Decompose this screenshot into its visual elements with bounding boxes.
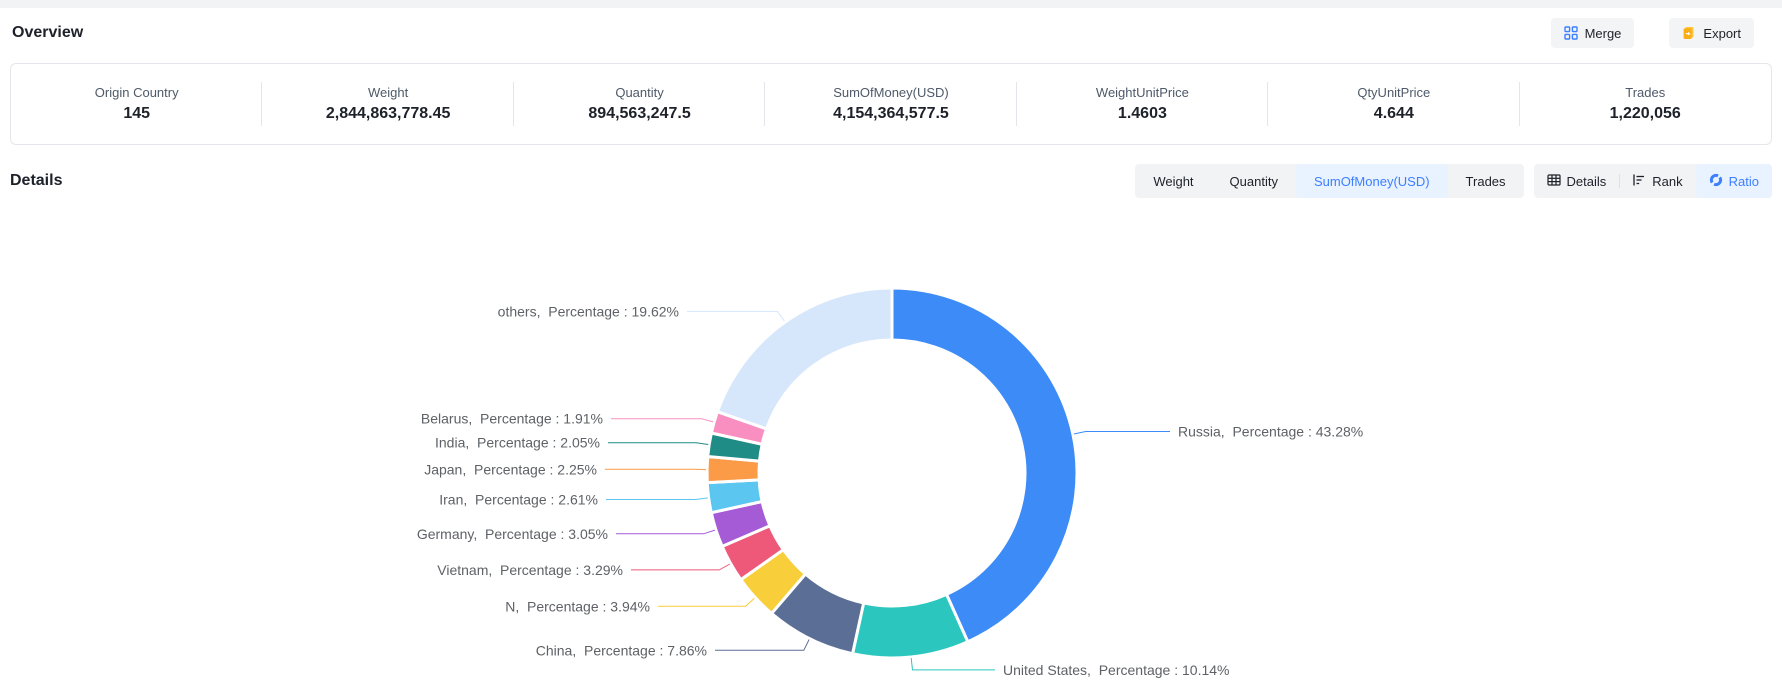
- export-button-label: Export: [1703, 26, 1741, 41]
- ratio-icon: [1709, 173, 1723, 190]
- pie-label-line-germany: [616, 530, 715, 534]
- top-strip: [0, 0, 1782, 8]
- pie-label-line-russia: [1074, 432, 1170, 435]
- pie-label-japan: Japan, Percentage : 2.25%: [424, 461, 597, 477]
- metric-tab-group: Weight Quantity SumOfMoney(USD) Trades: [1135, 164, 1523, 198]
- pie-label-line-iran: [606, 498, 708, 500]
- pie-label-line-india: [608, 443, 708, 445]
- stat-label: QtyUnitPrice: [1357, 85, 1430, 100]
- pie-label-line-others: [687, 311, 785, 321]
- overview-stats-card: Origin Country 145 Weight 2,844,863,778.…: [10, 63, 1772, 145]
- pie-label-line-n: [658, 598, 754, 606]
- ratio-chart-area: Russia, Percentage : 43.28% United States…: [0, 206, 1782, 689]
- merge-icon: [1564, 26, 1578, 40]
- stat-value: 2,844,863,778.45: [326, 105, 451, 123]
- stat-value: 4.644: [1374, 105, 1414, 123]
- pie-label-others: others, Percentage : 19.62%: [498, 303, 679, 319]
- stat-label: SumOfMoney(USD): [833, 85, 949, 100]
- page-title: Overview: [12, 24, 83, 42]
- stat-value: 4,154,364,577.5: [833, 105, 949, 123]
- tab-rank-label: Rank: [1652, 174, 1682, 189]
- details-toolbar: Details Weight Quantity SumOfMoney(USD) …: [10, 164, 1772, 198]
- pie-label-china: China, Percentage : 7.86%: [536, 642, 707, 658]
- pie-label-line-vietnam: [631, 564, 730, 570]
- pie-label-iran: Iran, Percentage : 2.61%: [439, 492, 598, 508]
- stat-value: 894,563,247.5: [588, 105, 690, 123]
- stat-value: 145: [123, 105, 150, 123]
- pie-label-germany: Germany, Percentage : 3.05%: [417, 526, 608, 542]
- view-tab-group: Details Rank Ratio: [1534, 164, 1772, 198]
- rank-icon: [1632, 173, 1646, 190]
- donut-chart: Russia, Percentage : 43.28% United States…: [0, 206, 1782, 689]
- stat-origin-country: Origin Country 145: [11, 64, 262, 144]
- tab-quantity[interactable]: Quantity: [1212, 164, 1296, 198]
- header-actions: Merge Export: [1551, 18, 1754, 48]
- stat-label: WeightUnitPrice: [1096, 85, 1189, 100]
- pie-label-line-china: [715, 640, 809, 651]
- pie-label-vietnam: Vietnam, Percentage : 3.29%: [437, 562, 623, 578]
- merge-button-label: Merge: [1585, 26, 1622, 41]
- pie-label-russia: Russia, Percentage : 43.28%: [1178, 424, 1363, 440]
- pie-label-line-belarus: [611, 419, 713, 422]
- pie-slice-united-states[interactable]: [853, 594, 968, 658]
- merge-button[interactable]: Merge: [1551, 18, 1635, 48]
- export-button[interactable]: Export: [1669, 18, 1754, 48]
- stat-quantity: Quantity 894,563,247.5: [514, 64, 765, 144]
- pie-label-india: India, Percentage : 2.05%: [435, 435, 600, 451]
- pie-label-belarus: Belarus, Percentage : 1.91%: [421, 411, 603, 427]
- stat-weight: Weight 2,844,863,778.45: [262, 64, 513, 144]
- pie-label-n: N, Percentage : 3.94%: [505, 598, 650, 614]
- tab-details-label: Details: [1567, 174, 1607, 189]
- stat-label: Origin Country: [95, 85, 179, 100]
- stat-label: Quantity: [615, 85, 663, 100]
- stat-value: 1.4603: [1118, 105, 1167, 123]
- details-title: Details: [10, 172, 62, 190]
- tab-weight[interactable]: Weight: [1135, 164, 1211, 198]
- tab-details-view[interactable]: Details: [1534, 164, 1620, 198]
- pie-label-line-united-states: [911, 658, 995, 670]
- pie-slice-russia[interactable]: [892, 288, 1077, 642]
- pie-slice-others[interactable]: [717, 288, 892, 429]
- pie-label-united-states: United States, Percentage : 10.14%: [1003, 662, 1229, 678]
- stat-label: Trades: [1625, 85, 1665, 100]
- stat-value: 1,220,056: [1610, 105, 1681, 123]
- stat-qty-unit-price: QtyUnitPrice 4.644: [1268, 64, 1519, 144]
- stat-weight-unit-price: WeightUnitPrice 1.4603: [1017, 64, 1268, 144]
- tab-ratio-label: Ratio: [1729, 174, 1759, 189]
- tab-trades[interactable]: Trades: [1448, 164, 1524, 198]
- overview-header: Overview Merge Export: [0, 8, 1782, 54]
- stat-sum-of-money: SumOfMoney(USD) 4,154,364,577.5: [765, 64, 1016, 144]
- tab-sum-of-money[interactable]: SumOfMoney(USD): [1296, 164, 1448, 198]
- tab-rank-view[interactable]: Rank: [1619, 164, 1695, 198]
- export-icon: [1682, 26, 1696, 40]
- table-icon: [1547, 173, 1561, 190]
- stat-label: Weight: [368, 85, 408, 100]
- tab-ratio-view[interactable]: Ratio: [1696, 164, 1772, 198]
- stat-trades: Trades 1,220,056: [1520, 64, 1771, 144]
